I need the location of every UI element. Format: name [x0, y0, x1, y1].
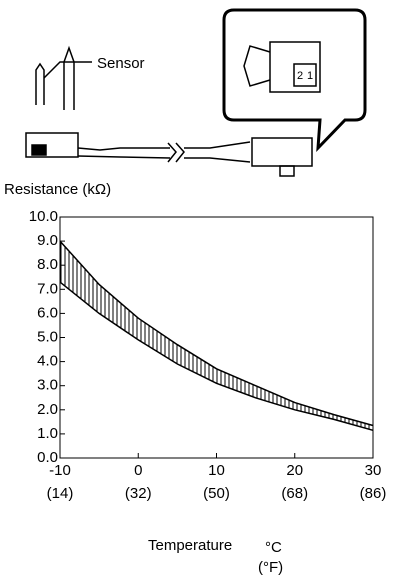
band-fill — [60, 241, 373, 431]
sensor-part — [31, 144, 47, 156]
x-tick-label: 10 — [208, 462, 225, 479]
connector-latch — [279, 165, 295, 177]
x-tick-label: -10 — [49, 462, 71, 479]
lower-curve — [59, 281, 374, 432]
x-axis-label: Temperature — [148, 537, 232, 554]
x-tick-label-f: (32) — [125, 485, 152, 502]
clip — [63, 45, 75, 110]
sensor-tip — [35, 62, 45, 105]
sensor-label: Sensor — [97, 55, 145, 72]
y-tick-label: 7.0 — [37, 280, 58, 297]
y-tick-label: 1.0 — [37, 425, 58, 442]
x-tick-label: 20 — [286, 462, 303, 479]
leader-line — [43, 61, 92, 79]
x-tick-label-f: (68) — [281, 485, 308, 502]
upper-curve — [59, 240, 374, 427]
y-tick-label: 8.0 — [37, 256, 58, 273]
x-unit-c: °C — [265, 539, 282, 556]
wire-break — [167, 142, 185, 163]
y-tick-label: 4.0 — [37, 353, 58, 370]
y-tick-label: 3.0 — [37, 377, 58, 394]
pin-label: 1 — [307, 70, 313, 82]
y-tick-label: 9.0 — [37, 232, 58, 249]
pin-box — [293, 63, 317, 87]
wire — [184, 141, 251, 163]
y-tick-label: 2.0 — [37, 401, 58, 418]
x-unit-f: (°F) — [258, 559, 283, 576]
y-tick-label: 10.0 — [29, 208, 58, 225]
y-tick-label: 0.0 — [37, 449, 58, 466]
x-tick-label-f: (86) — [360, 485, 387, 502]
callout — [222, 8, 367, 153]
pin-label: 2 — [297, 70, 303, 82]
sensor-illustration — [25, 8, 367, 177]
connector — [251, 137, 313, 167]
wire — [77, 147, 171, 159]
y-tick-label: 5.0 — [37, 328, 58, 345]
x-tick-label-f: (14) — [47, 485, 74, 502]
x-tick-label: 30 — [365, 462, 382, 479]
connector-face — [269, 41, 321, 93]
plot-frame — [59, 216, 374, 459]
x-tick-label-f: (50) — [203, 485, 230, 502]
y-axis-label: Resistance (kΩ) — [4, 181, 111, 198]
connector-hook — [243, 45, 271, 87]
x-tick-label: 0 — [134, 462, 142, 479]
y-tick-label: 6.0 — [37, 304, 58, 321]
